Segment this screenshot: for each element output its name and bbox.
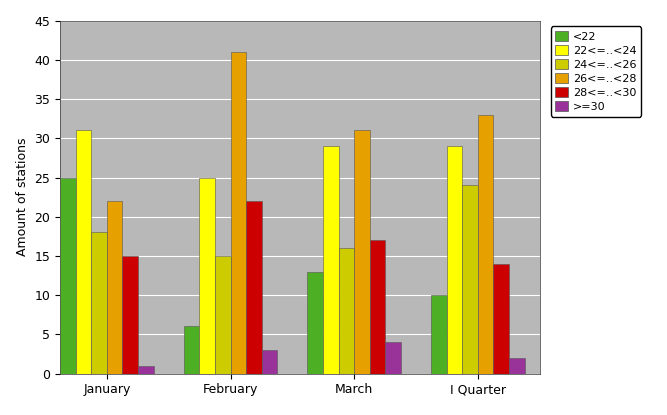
Bar	[231, 52, 246, 374]
Bar	[478, 115, 494, 374]
Bar	[123, 256, 138, 374]
Bar	[323, 146, 339, 374]
Bar	[91, 232, 107, 374]
Bar	[215, 256, 231, 374]
Legend: <22, 22<=..<24, 24<=..<26, 26<=..<28, 28<=..<30, >=30: <22, 22<=..<24, 24<=..<26, 26<=..<28, 28…	[551, 26, 641, 117]
Bar	[60, 178, 75, 374]
Bar	[246, 201, 261, 374]
Bar	[261, 350, 277, 374]
Bar	[354, 130, 370, 374]
Bar	[447, 146, 462, 374]
Bar	[307, 271, 323, 374]
Bar	[183, 327, 199, 374]
Bar	[107, 201, 123, 374]
Bar	[138, 366, 153, 374]
Bar	[339, 248, 354, 374]
Bar	[75, 130, 91, 374]
Bar	[494, 264, 509, 374]
Bar	[509, 358, 525, 374]
Y-axis label: Amount of stations: Amount of stations	[16, 138, 29, 256]
Bar	[386, 342, 401, 374]
Bar	[462, 186, 478, 374]
Bar	[370, 240, 386, 374]
Bar	[431, 295, 447, 374]
Bar	[199, 178, 215, 374]
